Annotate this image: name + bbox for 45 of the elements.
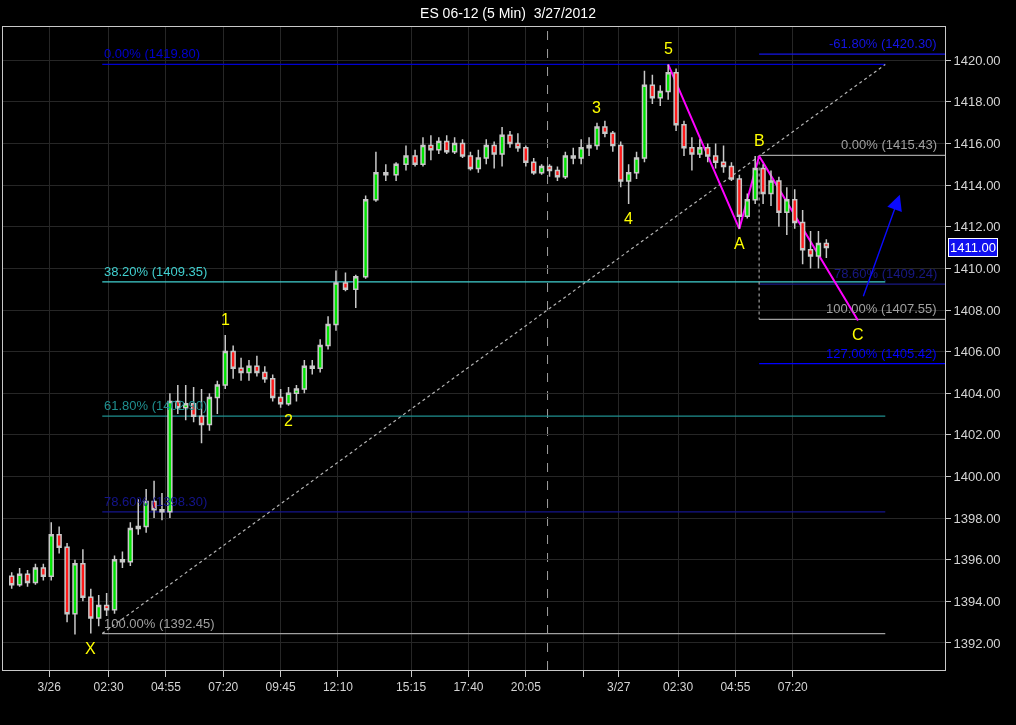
x-tick-label: 07:20 [208, 680, 239, 695]
annotation: 4 [624, 210, 633, 227]
x-tick-label: 04:55 [720, 680, 751, 695]
annotation: 3 [592, 99, 601, 116]
annotation: X [85, 640, 96, 657]
y-tick-label: 1392.00 [953, 635, 1001, 651]
x-tick-label: 02:30 [93, 680, 124, 695]
x-tick-label: 12:10 [322, 680, 354, 695]
y-tick-label: 1396.00 [953, 552, 1001, 568]
series-label: -61.80% (1420.30) [829, 36, 937, 51]
y-tick-label: 1410.00 [953, 260, 1001, 276]
y-tick-label: 1406.00 [953, 344, 1001, 360]
y-tick-label: 1398.00 [953, 510, 1001, 526]
chart-title: ES 06-12 (5 Min) 3/27/2012 [420, 4, 597, 21]
x-tick-label: 04:55 [150, 680, 182, 695]
text: 1411.00 [950, 240, 997, 255]
series-label: 38.20% (1409.35) [104, 264, 208, 279]
y-tick-label: 1418.00 [953, 94, 1001, 110]
x-tick-label: 20:05 [510, 680, 542, 695]
annotation: 2 [284, 412, 293, 429]
x-tick-label: 07:20 [777, 680, 809, 695]
annotation: B [754, 132, 765, 149]
y-tick-label: 1412.00 [953, 219, 1001, 235]
y-tick-label: 1404.00 [953, 385, 1001, 401]
annotation: 5 [664, 40, 673, 57]
annotation: A [734, 235, 745, 252]
y-tick-label: 1408.00 [953, 302, 1001, 318]
x-tick-label: 09:45 [265, 680, 296, 695]
y-tick-label: 1414.00 [953, 177, 1001, 193]
y-tick-label: 1420.00 [953, 52, 1001, 68]
y-tick-label: 1400.00 [953, 469, 1001, 485]
series-label: 0.00% (1419.80) [104, 46, 201, 61]
annotation: 1 [221, 311, 230, 328]
x-tick-label: 17:40 [453, 680, 484, 695]
y-tick-label: 1394.00 [953, 593, 1001, 609]
annotation: C [852, 326, 864, 343]
y-tick-label: 1416.00 [953, 136, 1001, 152]
series-label: 127.00% (1405.42) [826, 346, 937, 361]
x-tick-label: 02:30 [663, 680, 694, 695]
x-tick-label: 3/26 [37, 680, 62, 695]
series-label: 100.00% (1392.45) [104, 616, 215, 631]
y-tick-label: 1402.00 [953, 427, 1001, 443]
x-tick-label: 15:15 [396, 680, 427, 695]
series-label: 0.00% (1415.43) [841, 137, 938, 152]
x-tick-label: 3/27 [607, 680, 631, 695]
